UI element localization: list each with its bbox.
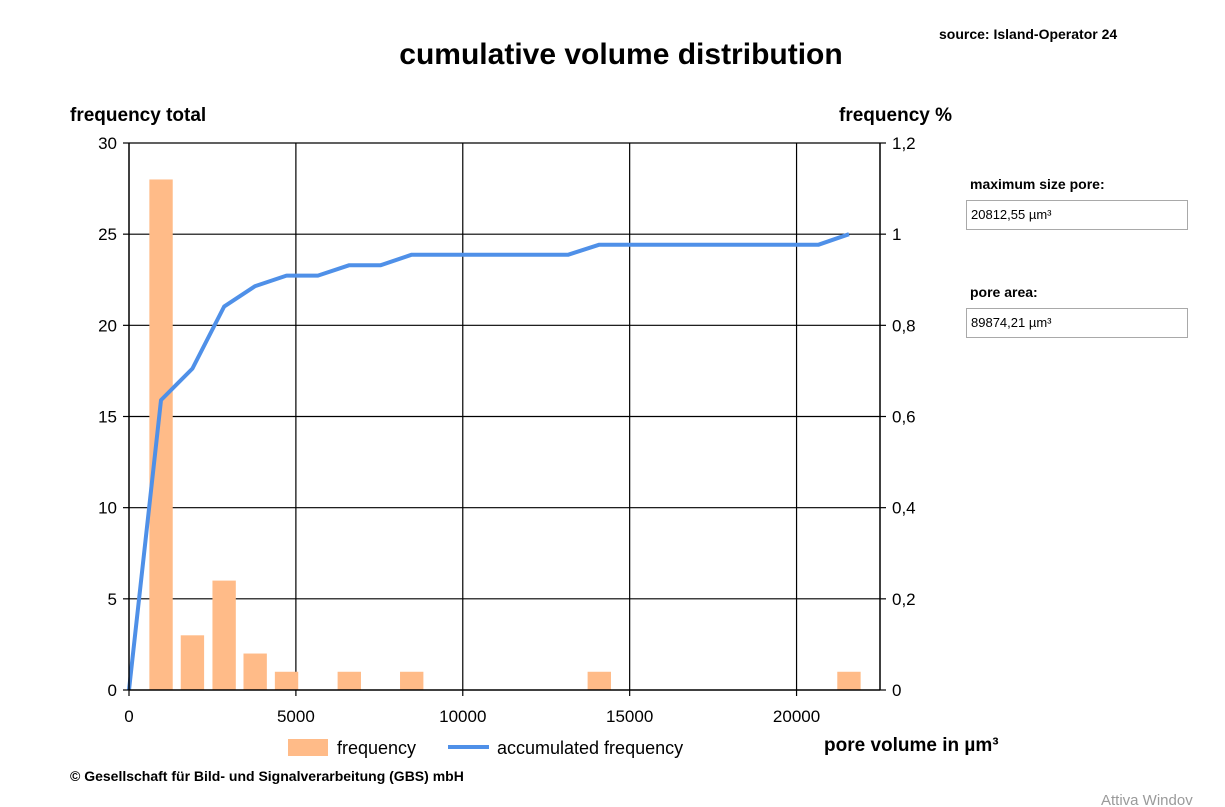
- max-pore-label: maximum size pore:: [970, 176, 1105, 192]
- bar: [587, 671, 611, 690]
- x-tick-labels: 0 5000 10000 15000 20000: [124, 707, 820, 726]
- grid: [129, 142, 880, 690]
- windows-activation-watermark: Attiva Windov: [1101, 792, 1193, 807]
- y-left-tick-label: 0: [108, 681, 117, 700]
- y-left-tick-label: 15: [98, 408, 117, 427]
- max-pore-field[interactable]: 20812,55 µm³: [966, 200, 1188, 230]
- y-left-tick-label: 20: [98, 316, 117, 335]
- y-right-tick-label: 0: [892, 681, 901, 700]
- y-axis-left-title: frequency total: [70, 105, 206, 126]
- source-label: source: Island-Operator 24: [939, 26, 1117, 42]
- legend-label-accumulated-frequency: accumulated frequency: [497, 738, 683, 758]
- y-axis-right-title: frequency %: [839, 105, 952, 126]
- bar: [400, 671, 424, 690]
- y-right-tick-label: 0,8: [892, 316, 916, 335]
- axes: [123, 142, 886, 696]
- y-right-tick-label: 0,6: [892, 408, 916, 427]
- pore-area-field[interactable]: 89874,21 µm³: [966, 308, 1188, 338]
- legend-swatch-frequency: [288, 739, 328, 756]
- y-right-tick-label: 1: [892, 225, 901, 244]
- max-pore-panel: maximum size pore: 20812,55 µm³: [966, 176, 1188, 230]
- x-tick-label: 0: [124, 707, 133, 726]
- x-axis-title: pore volume in µm³: [824, 735, 999, 756]
- y-right-tick-label: 0,2: [892, 590, 916, 609]
- bar: [212, 580, 236, 690]
- bar: [243, 653, 267, 690]
- pore-area-label: pore area:: [970, 284, 1038, 300]
- copyright-notice: © Gesellschaft für Bild- und Signalverar…: [70, 768, 464, 784]
- y-left-tick-label: 10: [98, 499, 117, 518]
- bar: [180, 635, 205, 690]
- legend-label-frequency: frequency: [337, 738, 416, 758]
- legend: frequency accumulated frequency: [288, 738, 683, 758]
- bar-series-frequency: [149, 179, 861, 690]
- y-right-tick-label: 1,2: [892, 134, 916, 153]
- line-series-accumulated-frequency: [127, 232, 850, 691]
- y-left-tick-labels: 0 5 10 15 20 25 30: [98, 134, 117, 700]
- bar: [149, 179, 173, 690]
- y-right-tick-label: 0,4: [892, 499, 916, 518]
- x-tick-label: 20000: [773, 707, 820, 726]
- x-tick-label: 5000: [277, 707, 315, 726]
- pore-area-panel: pore area: 89874,21 µm³: [966, 284, 1188, 338]
- y-left-tick-label: 25: [98, 225, 117, 244]
- accumulated-frequency-line: [127, 232, 850, 691]
- bar: [837, 671, 861, 690]
- y-right-tick-labels: 0 0,2 0,4 0,6 0,8 1 1,2: [892, 134, 916, 700]
- y-left-tick-label: 5: [108, 590, 117, 609]
- x-tick-label: 15000: [606, 707, 653, 726]
- chart-title: cumulative volume distribution: [399, 38, 842, 71]
- bar: [274, 671, 299, 690]
- y-left-tick-label: 30: [98, 134, 117, 153]
- bar: [337, 671, 361, 690]
- x-tick-label: 10000: [439, 707, 486, 726]
